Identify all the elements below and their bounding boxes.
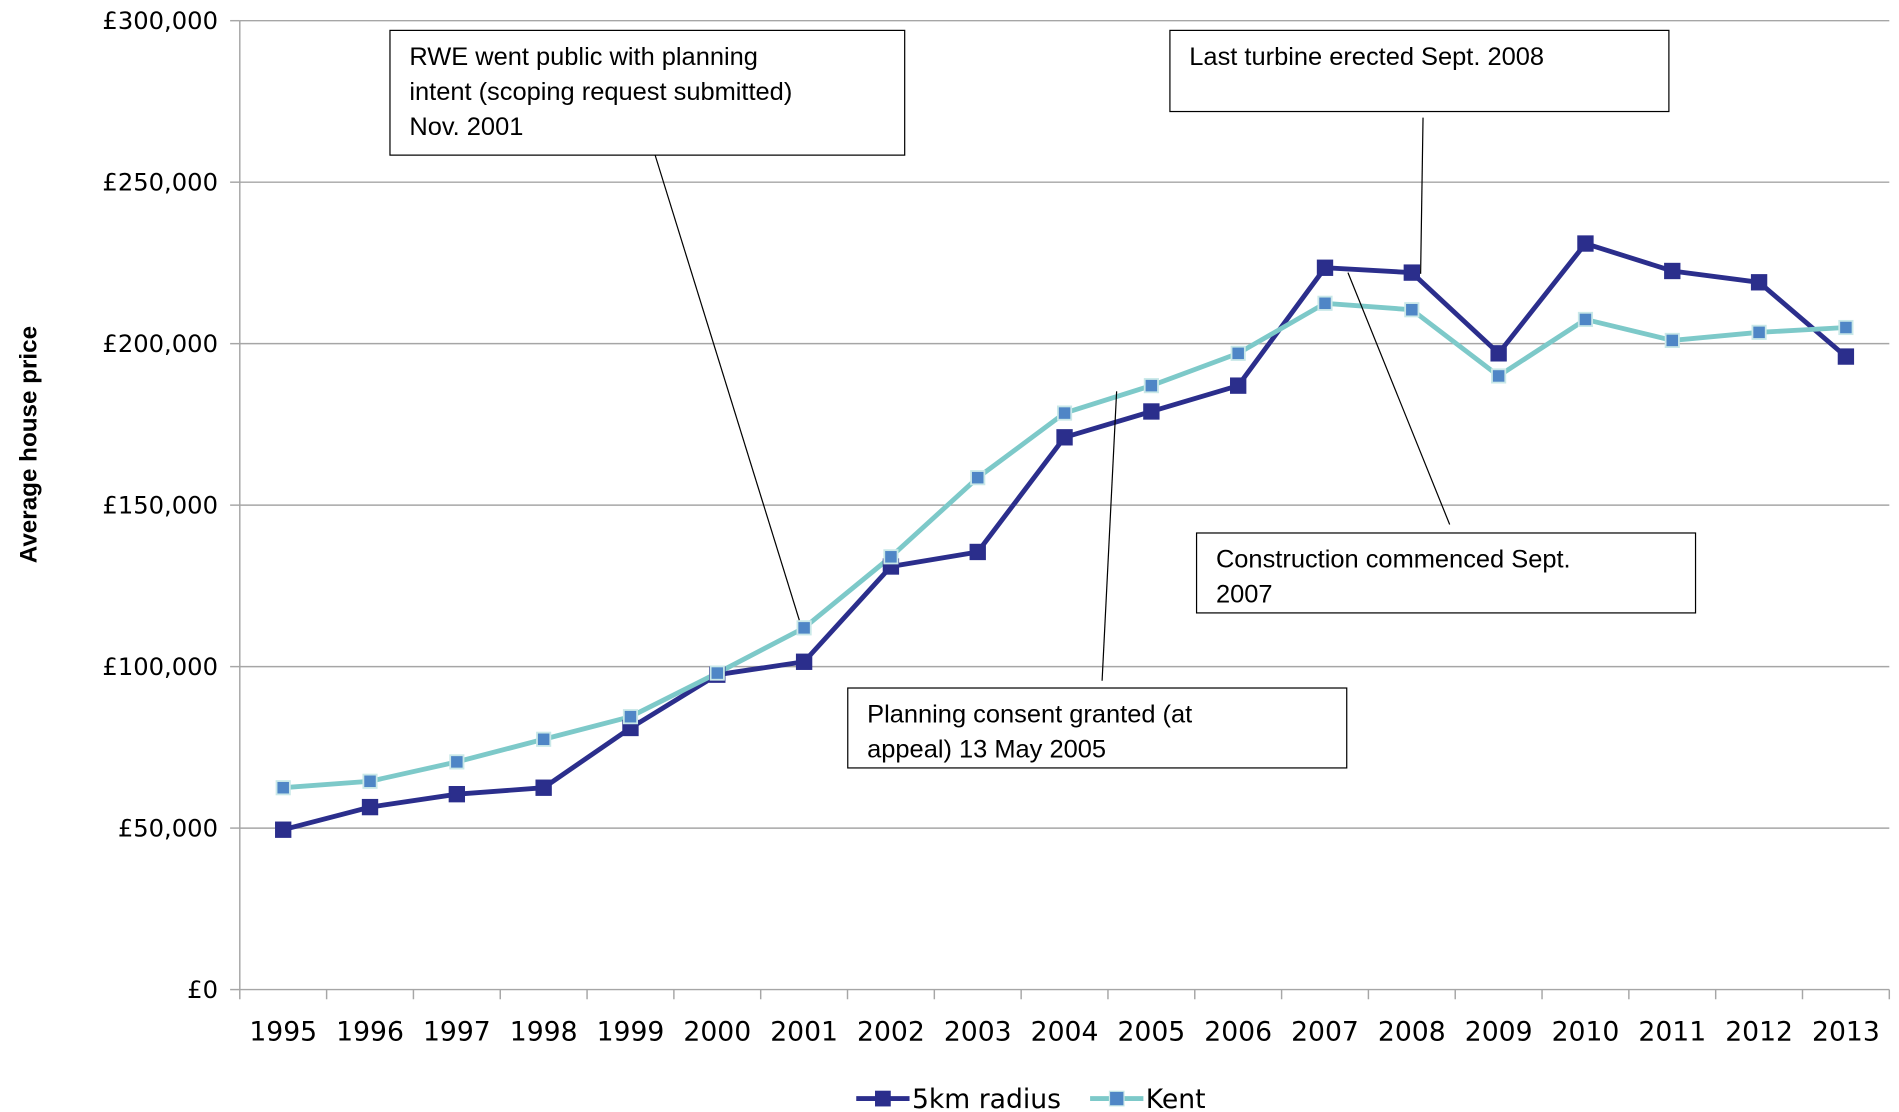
- point-marker: [362, 773, 378, 789]
- y-axis-label: Average house price: [15, 326, 42, 563]
- x-tick-label: 2001: [770, 1016, 838, 1047]
- point-marker: [1403, 264, 1420, 281]
- legend-label: 5km radius: [912, 1084, 1061, 1112]
- x-tick-label: 2011: [1638, 1016, 1706, 1047]
- point-marker: [275, 821, 292, 838]
- x-tick-label: 2000: [683, 1016, 751, 1047]
- point-marker: [1056, 429, 1073, 446]
- annotation-leader: [1420, 117, 1424, 274]
- annotation-box: [389, 29, 906, 156]
- x-tick-label: 2010: [1552, 1016, 1620, 1047]
- y-tick-label: £300,000: [102, 7, 218, 35]
- point-marker: [709, 665, 725, 681]
- point-marker: [1837, 348, 1855, 365]
- x-tick-label: 1996: [336, 1016, 404, 1047]
- point-marker: [361, 798, 379, 816]
- point-marker: [795, 653, 813, 670]
- annotation-text: Last turbine erected Sept. 2008: [1189, 43, 1544, 71]
- x-tick-label: 1998: [510, 1016, 578, 1047]
- point-marker: [1490, 345, 1507, 362]
- point-marker: [536, 731, 552, 747]
- annotation-text: Construction commenced Sept.: [1216, 546, 1571, 574]
- y-tick-label: £200,000: [102, 330, 218, 358]
- legend-marker: [875, 1090, 891, 1107]
- annotation-box: [847, 687, 1348, 769]
- point-marker: [448, 786, 466, 803]
- annotation-leader: [1101, 391, 1118, 681]
- point-marker: [1230, 345, 1246, 361]
- point-marker: [535, 779, 552, 796]
- annotation-box: [1195, 532, 1697, 614]
- annotation-box: [1169, 29, 1670, 113]
- point-marker: [1491, 368, 1507, 384]
- annotation-text: 2007: [1216, 581, 1273, 609]
- annotation-leader: [653, 151, 800, 621]
- point-marker: [796, 620, 812, 636]
- point-marker: [1316, 259, 1334, 276]
- point-marker: [449, 754, 465, 770]
- annotation-text: RWE went public with planning: [409, 43, 758, 71]
- point-marker: [1056, 405, 1073, 421]
- point-marker: [1230, 377, 1247, 394]
- annotation-text: Planning consent granted (at: [867, 701, 1192, 729]
- y-tick-label: £150,000: [102, 492, 218, 520]
- point-marker: [1577, 235, 1594, 252]
- point-marker: [1577, 311, 1594, 328]
- x-tick-label: 2002: [857, 1016, 925, 1047]
- x-tick-label: 1999: [597, 1016, 665, 1047]
- point-marker: [622, 709, 639, 725]
- x-tick-label: 1995: [249, 1016, 317, 1047]
- annotation-text: appeal) 13 May 2005: [867, 736, 1106, 764]
- point-marker: [1838, 319, 1854, 336]
- x-tick-label: 2006: [1204, 1016, 1272, 1047]
- point-marker: [275, 780, 291, 796]
- x-tick-label: 2013: [1812, 1016, 1880, 1047]
- x-tick-label: 2007: [1291, 1016, 1359, 1047]
- point-marker: [1404, 302, 1420, 318]
- annotation-text: intent (scoping request submitted): [409, 78, 792, 106]
- point-marker: [1143, 378, 1159, 394]
- x-tick-label: 2008: [1378, 1016, 1446, 1047]
- x-tick-label: 2004: [1031, 1016, 1099, 1047]
- annotation-text: Nov. 2001: [409, 113, 523, 141]
- y-tick-label: £100,000: [102, 653, 218, 681]
- point-marker: [1751, 324, 1767, 340]
- x-tick-label: 1997: [423, 1016, 491, 1047]
- y-tick-label: £0: [187, 976, 218, 1004]
- x-tick-label: 2012: [1725, 1016, 1793, 1047]
- point-marker: [1664, 262, 1681, 280]
- point-marker: [1664, 332, 1680, 348]
- point-marker: [883, 549, 899, 565]
- x-tick-label: 2003: [944, 1016, 1012, 1047]
- x-tick-label: 2005: [1117, 1016, 1185, 1047]
- annotation-leader: [1347, 272, 1451, 525]
- y-tick-label: £50,000: [118, 815, 218, 843]
- point-marker: [1143, 403, 1160, 420]
- point-marker: [970, 470, 986, 486]
- point-marker: [969, 543, 986, 561]
- y-tick-label: £250,000: [102, 169, 218, 197]
- legend-label: Kent: [1146, 1084, 1206, 1112]
- point-marker: [1750, 274, 1768, 291]
- legend-marker: [1108, 1090, 1125, 1107]
- point-marker: [1317, 295, 1333, 311]
- x-tick-label: 2009: [1465, 1016, 1533, 1047]
